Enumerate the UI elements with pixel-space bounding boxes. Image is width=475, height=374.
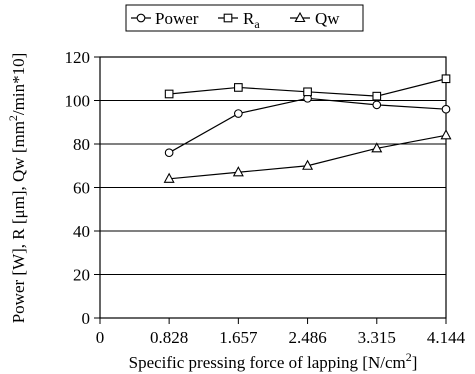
x-axis-label: Specific pressing force of lapping [N/cm… <box>129 350 418 372</box>
y-axis-label: Power [W], R [μm], Qw [mm2/min*10] <box>6 53 28 324</box>
series-group <box>163 74 452 183</box>
legend-label-text: R <box>243 9 255 28</box>
x-tick-label: 3.315 <box>358 328 396 347</box>
data-point-triangle <box>440 129 452 140</box>
x-tick-label: 1.657 <box>219 328 258 347</box>
y-axis-label-end: /min*10] <box>9 53 28 115</box>
data-point-triangle <box>232 166 244 177</box>
x-tick-label: 2.486 <box>288 328 326 347</box>
y-tick-label: 100 <box>65 92 91 111</box>
data-point-circle <box>233 109 243 118</box>
plot-frame <box>99 56 447 319</box>
data-point-square <box>164 89 174 99</box>
data-point-square <box>303 87 312 97</box>
legend: Power Ra Qw <box>125 4 364 32</box>
data-point-circle <box>441 104 451 114</box>
data-point-circle <box>372 100 382 110</box>
x-tick-label: 0.828 <box>150 328 188 347</box>
y-axis-label-superscript: 2 <box>6 115 20 121</box>
legend-label-subscript: a <box>254 17 260 31</box>
y-tick-label: 120 <box>65 48 91 67</box>
x-axis-label-superscript: 2 <box>406 350 412 364</box>
data-point-circle <box>164 148 174 158</box>
y-tick-label: 40 <box>73 222 90 241</box>
legend-box <box>125 4 364 32</box>
y-tick-label: 20 <box>73 266 90 285</box>
axis-labels: Specific pressing force of lapping [N/cm… <box>6 53 417 372</box>
legend-marker-circle <box>136 13 146 23</box>
legend-label: Ra <box>243 9 260 31</box>
x-tick-label: 4.144 <box>427 328 466 347</box>
data-point-triangle <box>163 172 175 183</box>
legend-label: Power <box>155 9 199 28</box>
y-axis-label-text: Power [W], R [μm], Qw [mm <box>9 121 28 323</box>
data-point-triangle <box>371 142 383 153</box>
data-point-triangle <box>302 159 314 170</box>
legend-marker-square <box>223 13 233 23</box>
series-line-0 <box>168 97 447 154</box>
legend-marker-triangle <box>294 11 306 23</box>
y-tick-label: 80 <box>73 135 90 154</box>
y-tick-label: 60 <box>73 179 90 198</box>
x-axis-label-end: ] <box>412 353 418 372</box>
data-point-square <box>233 83 243 92</box>
x-axis-label-text: Specific pressing force of lapping [N/cm <box>129 353 406 372</box>
axes: 0 20 40 60 80 100 120 0 0.828 1.657 2.486 3.315 4.14… <box>65 48 466 347</box>
data-point-square <box>441 74 451 84</box>
series-line-2 <box>169 134 447 180</box>
data-point-square <box>372 91 382 101</box>
legend-label-text: Power <box>155 9 199 28</box>
legend-label: Qw <box>315 9 340 28</box>
y-tick-label: 0 <box>82 309 91 328</box>
legend-label-text: Qw <box>315 9 340 28</box>
x-tick-label: 0 <box>96 328 105 347</box>
grid-lines <box>100 100 446 275</box>
